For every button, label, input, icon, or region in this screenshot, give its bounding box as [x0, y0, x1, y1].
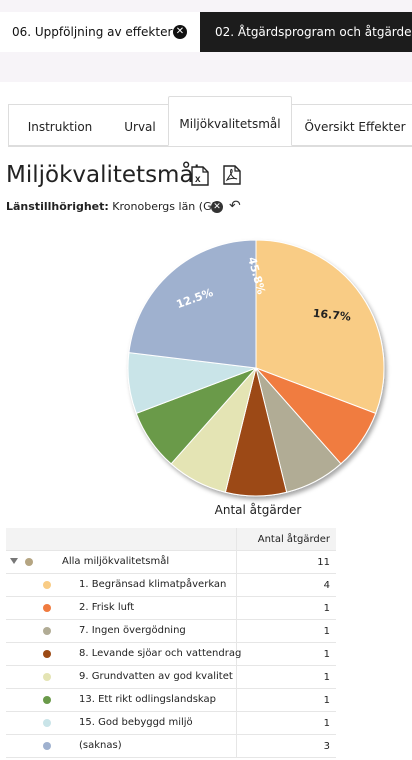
header-antal: Antal åtgärder: [236, 528, 336, 551]
legend-dot: [43, 673, 51, 681]
tab-miljokvalitetsmal[interactable]: Miljökvalitetsmål: [168, 96, 292, 146]
legend-dot: [43, 696, 51, 704]
tab-instruktion[interactable]: Instruktion: [8, 104, 112, 146]
pie-percent-label: 16.7%: [312, 307, 351, 324]
row-label: 9. Grundvatten av god kvalitet: [79, 671, 233, 682]
tab-urval[interactable]: Urval: [112, 104, 168, 146]
row-value: 1: [236, 665, 336, 689]
row-value: 1: [236, 688, 336, 712]
row-value: 4: [236, 573, 336, 597]
header-spacer: [6, 528, 237, 551]
document-tab-bar: 06. Uppföljning av effekter ✕ 02. Åtgärd…: [0, 0, 412, 82]
table-row[interactable]: 13. Ett rikt odlingslandskap 1: [6, 688, 336, 712]
pie-title: Antal åtgärder: [214, 503, 302, 517]
tab-oversikt-effekter[interactable]: Översikt Effekter: [298, 104, 412, 146]
legend-dot: [43, 719, 51, 727]
doc-tab-uppfoljning[interactable]: 06. Uppföljning av effekter ✕: [0, 12, 200, 52]
table-row[interactable]: (saknas) 3: [6, 734, 336, 758]
row-label: 7. Ingen övergödning: [79, 625, 186, 636]
tab-label: Instruktion: [27, 120, 93, 134]
page-title: Miljökvalitetsmål: [6, 162, 200, 188]
row-label: 15. God bebyggd miljö: [79, 717, 193, 728]
legend-dot: [43, 581, 51, 589]
legend-dot: [43, 604, 51, 612]
table-row[interactable]: 2. Frisk luft 1: [6, 596, 336, 620]
row-label: 1. Begränsad klimatpåverkan: [79, 579, 227, 590]
table-row[interactable]: 9. Grundvatten av god kvalitet 1: [6, 665, 336, 689]
row-value: 1: [236, 596, 336, 620]
legend-dot: [43, 742, 51, 750]
legend-dot: [43, 627, 51, 635]
tab-label: Översikt Effekter: [304, 120, 406, 134]
data-table: Antal åtgärder Alla miljökvalitetsmål 11…: [6, 528, 336, 758]
pie-slice[interactable]: [128, 239, 257, 369]
filter-row: Länstillhörighet: Kronobergs län (G): [6, 200, 216, 213]
row-label: Alla miljökvalitetsmål: [62, 556, 170, 567]
pdf-export-icon[interactable]: [222, 165, 242, 185]
table-row[interactable]: 15. God bebyggd miljö 1: [6, 711, 336, 735]
row-value: 1: [236, 642, 336, 666]
row-label: (saknas): [79, 740, 122, 751]
legend-dot: [43, 650, 51, 658]
row-value: 11: [236, 550, 336, 574]
table-row[interactable]: 8. Levande sjöar och vattendrag 1: [6, 642, 336, 666]
pie-chart[interactable]: 45.8%16.7%12.5%: [120, 232, 392, 504]
row-label: 2. Frisk luft: [79, 602, 135, 613]
doc-tab-label: 06. Uppföljning av effekter: [12, 25, 173, 39]
tab-label: Urval: [124, 120, 156, 134]
close-circle-icon[interactable]: ✕: [211, 201, 223, 213]
tab-label: Miljökvalitetsmål: [179, 117, 281, 131]
doc-tab-label: 02. Åtgärdsprogram och åtgärder (av: [215, 25, 412, 39]
doc-tab-atgardsprogram[interactable]: 02. Åtgärdsprogram och åtgärder (av: [200, 12, 412, 52]
collapse-icon[interactable]: [10, 558, 18, 564]
table-header: Antal åtgärder: [6, 528, 336, 551]
row-value: 3: [236, 734, 336, 758]
pie-slice[interactable]: [255, 239, 385, 415]
svg-text:x: x: [195, 174, 201, 185]
table-row-total[interactable]: Alla miljökvalitetsmål 11: [6, 550, 336, 574]
table-row[interactable]: 7. Ingen övergödning 1: [6, 619, 336, 643]
filter-label: Länstillhörighet:: [6, 200, 109, 213]
close-icon[interactable]: ✕: [173, 25, 187, 39]
row-value: 1: [236, 711, 336, 735]
sheet-tabs: Instruktion Urval Miljökvalitetsmål Över…: [8, 96, 412, 147]
row-value: 1: [236, 619, 336, 643]
filter-value: Kronobergs län (G): [112, 200, 216, 213]
excel-export-icon[interactable]: x: [191, 166, 209, 186]
legend-dot: [25, 558, 33, 566]
table-row[interactable]: 1. Begränsad klimatpåverkan 4: [6, 573, 336, 597]
row-label: 8. Levande sjöar och vattendrag: [79, 648, 242, 659]
row-label: 13. Ett rikt odlingslandskap: [79, 694, 217, 705]
undo-icon[interactable]: ↶: [229, 198, 241, 214]
